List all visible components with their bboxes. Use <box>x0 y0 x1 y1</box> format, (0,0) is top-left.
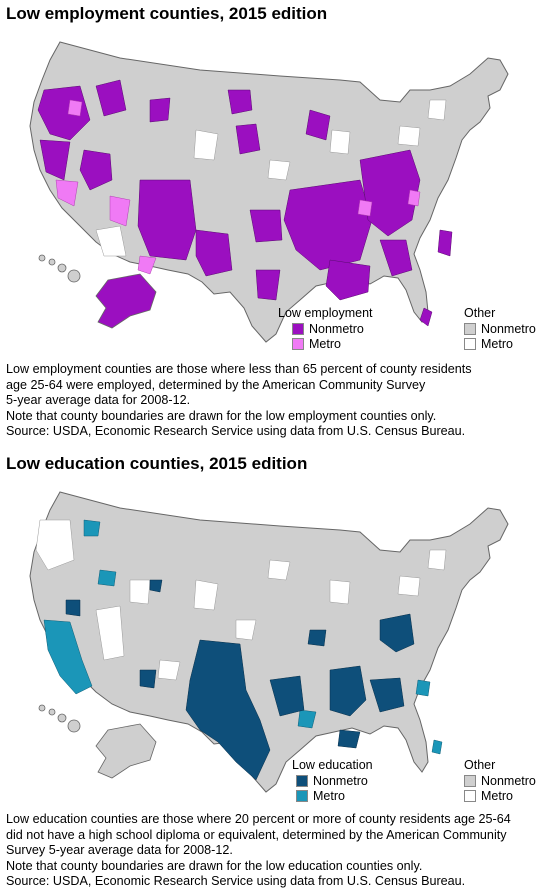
note-line: Source: USDA, Economic Research Service … <box>6 424 466 438</box>
alaska <box>95 723 157 779</box>
legend-item-other-metro: Metro <box>464 337 513 351</box>
other-metro-areas <box>35 519 447 681</box>
note-line: Source: USDA, Economic Research Service … <box>6 874 466 888</box>
legend-item-other-nonmetro: Nonmetro <box>464 322 536 336</box>
metro-swatch <box>296 790 308 802</box>
metro-swatch <box>292 338 304 350</box>
other-metro-swatch <box>464 790 476 802</box>
low-employment-panel: Low employment counties, 2015 edition <box>6 4 550 440</box>
category-legend: Low employment Nonmetro Metro <box>278 306 398 356</box>
other-metro-areas <box>95 99 447 257</box>
legend-item-metro: Metro <box>292 337 341 351</box>
note-line: Note that county boundaries are drawn fo… <box>6 858 423 873</box>
legend-item-metro: Metro <box>296 789 345 803</box>
low-employment-nonmetro-areas <box>37 79 453 327</box>
legend-other-title: Other <box>464 306 496 320</box>
low-education-nonmetro-areas <box>65 579 415 781</box>
note-line: 5-year average data for 2008-12. <box>6 393 191 407</box>
other-nonmetro-swatch <box>464 323 476 335</box>
note-line: Note that county boundaries are drawn fo… <box>6 408 437 423</box>
low-education-map <box>29 491 509 793</box>
map-title: Low education counties, 2015 edition <box>6 454 308 473</box>
nonmetro-swatch <box>292 323 304 335</box>
category-legend: Low education Nonmetro Metro <box>292 758 412 808</box>
low-employment-map <box>29 41 509 343</box>
note-line: Low employment counties are those where … <box>6 362 472 376</box>
other-metro-swatch <box>464 338 476 350</box>
us-outline <box>29 491 509 793</box>
other-legend: Other Nonmetro Metro <box>464 758 550 808</box>
other-legend: Other Nonmetro Metro <box>464 306 550 356</box>
legend-item-nonmetro: Nonmetro <box>292 322 364 336</box>
legend-item-other-metro: Metro <box>464 789 513 803</box>
alaska <box>95 273 157 329</box>
legend-other-title: Other <box>464 758 496 772</box>
note-line: did not have a high school diploma or eq… <box>6 827 507 842</box>
hawaii <box>38 704 81 733</box>
map-title: Low employment counties, 2015 edition <box>6 4 328 23</box>
hawaii <box>38 254 81 283</box>
low-education-panel: Low education counties, 2015 edition <box>0 450 550 895</box>
legend-item-other-nonmetro: Nonmetro <box>464 774 536 788</box>
low-employment-metro-areas <box>55 99 421 275</box>
legend-item-nonmetro: Nonmetro <box>296 774 368 788</box>
nonmetro-swatch <box>296 775 308 787</box>
map-note: Low education counties are those where 2… <box>6 812 546 890</box>
legend-category-title: Low employment <box>278 306 373 320</box>
legend-category-title: Low education <box>292 758 373 772</box>
note-line: Low education counties are those where 2… <box>6 812 511 826</box>
note-line: Survey 5-year average data for 2008-12. <box>6 843 233 857</box>
other-nonmetro-swatch <box>464 775 476 787</box>
low-education-metro-areas <box>43 519 443 755</box>
map-note: Low employment counties are those where … <box>6 362 546 440</box>
note-line: age 25-64 were employed, determined by t… <box>6 377 426 392</box>
